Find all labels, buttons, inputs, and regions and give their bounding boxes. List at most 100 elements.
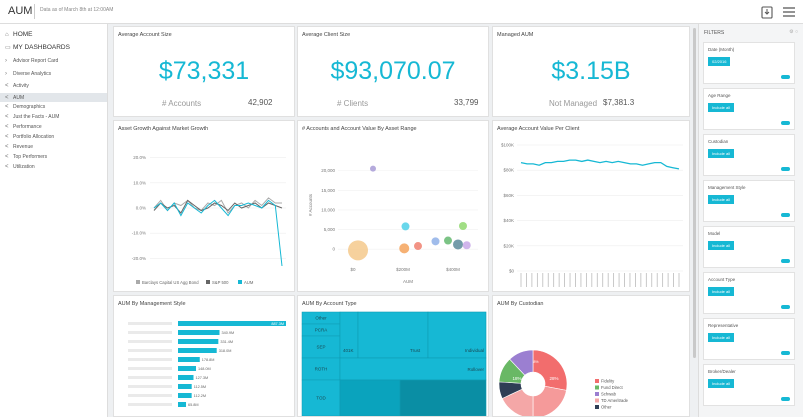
y-tick-label: 0	[332, 247, 335, 252]
kpi-average-account-size: Average Account Size $73,331 # Accounts …	[113, 26, 295, 117]
sidebar-item-aum[interactable]: < AUM	[0, 93, 107, 102]
filter-include-button[interactable]: Include all	[708, 287, 735, 296]
filter-toggle[interactable]	[781, 351, 790, 355]
y-tick-label: $60K	[503, 193, 514, 198]
scatter-point	[431, 237, 440, 246]
share-icon: <	[5, 154, 9, 160]
filter-toggle[interactable]	[781, 75, 790, 79]
bar-value-label: 178.8M	[202, 358, 215, 362]
kpi-sub-label: # Accounts	[162, 99, 202, 108]
panel-asset-range: # Accounts and Account Value By Asset Ra…	[297, 120, 489, 292]
title-divider	[34, 4, 35, 19]
y-tick-label: $40K	[503, 218, 514, 223]
scatter-point	[459, 222, 467, 231]
sidebar-item-performance[interactable]: < Performance	[5, 124, 42, 130]
filter-include-button[interactable]: Include all	[708, 149, 735, 158]
sidebar-my-dashboards[interactable]: ▭ MY DASHBOARDS	[5, 44, 70, 51]
treemap-tile	[427, 311, 487, 359]
filter-label[interactable]: Management Style	[708, 185, 746, 190]
filter-label[interactable]: Age Range	[708, 93, 731, 98]
filter-include-button[interactable]: 02/2016	[708, 57, 731, 66]
filter-options-icon[interactable]: ⚙ ○	[789, 29, 798, 35]
panel-title: Average Client Size	[302, 32, 351, 38]
panel-title: Average Account Size	[118, 32, 172, 38]
pie-slice	[532, 349, 568, 391]
filter-toggle[interactable]	[781, 121, 790, 125]
sidebar-item-portfolio-allocation[interactable]: < Portfolio Allocation	[5, 134, 54, 140]
y-tick-label: 10,000	[321, 207, 335, 212]
filter-toggle[interactable]	[781, 213, 790, 217]
pie-slice-label: 28%	[549, 376, 558, 381]
filter-include-button[interactable]: Include all	[708, 379, 735, 388]
filter-card: Account Type Include all	[703, 272, 795, 314]
filter-label[interactable]: Date (Month)	[708, 47, 735, 52]
filter-label[interactable]: Broker/Dealer	[708, 369, 736, 374]
panel-asset-growth: Asset Growth Against Market Growth 20.0%…	[113, 120, 295, 292]
category-label-placeholder	[128, 349, 172, 352]
filters-title: FILTERS	[704, 30, 725, 36]
sidebar-item-top-performers[interactable]: < Top Performers	[5, 154, 47, 160]
share-icon: <	[5, 164, 9, 170]
filter-toggle[interactable]	[781, 259, 790, 263]
sidebar-item-revenue[interactable]: < Revenue	[5, 144, 33, 150]
y-tick-label: $80K	[503, 168, 514, 173]
filter-include-button[interactable]: Include all	[708, 241, 735, 250]
filter-label[interactable]: Representative	[708, 323, 739, 328]
sidebar-item-utilization[interactable]: < Utilization	[5, 164, 35, 170]
sidebar-item-demographics[interactable]: < Demographics	[5, 104, 45, 110]
sidebar-home-label: HOME	[13, 31, 33, 38]
legend-label: Fund Direct	[601, 385, 623, 390]
bar-value-label: 112.5M	[194, 385, 206, 389]
hamburger-icon[interactable]	[780, 3, 798, 21]
filter-label[interactable]: Account Type	[708, 277, 736, 282]
scatter-point	[444, 236, 452, 245]
kpi-value: $73,331	[158, 57, 250, 85]
export-icon[interactable]	[758, 3, 776, 21]
filter-card: Model Include all	[703, 226, 795, 268]
panel-custodian: AUM By Custodian 28% 18% 8% Fidelity Fund Di…	[492, 295, 690, 417]
filter-include-button[interactable]: Include all	[708, 103, 735, 112]
dashboard-icon: ▭	[5, 45, 11, 51]
sidebar-item-label: Revenue	[13, 144, 34, 150]
sidebar-home[interactable]: ⌂ HOME	[5, 31, 33, 38]
sidebar-item-label: Portfolio Allocation	[13, 134, 55, 140]
category-label-placeholder	[128, 358, 172, 361]
asset-range-chart: 20,000 15,000 10,000 5,000 0 $0 $200M $400M # Ac…	[308, 165, 478, 284]
sidebar-dashboards-label: MY DASHBOARDS	[13, 44, 70, 51]
bar-value-label: 340.9M	[221, 331, 234, 335]
category-label-placeholder	[128, 385, 172, 388]
treemap-tile	[357, 311, 429, 359]
bar	[178, 402, 187, 407]
treemap-tile	[339, 379, 401, 416]
share-icon: <	[5, 144, 9, 150]
bar	[178, 384, 192, 389]
bar	[178, 393, 192, 398]
sidebar-item-just-the-facts[interactable]: < Just the Facts - AUM	[5, 114, 59, 120]
filter-toggle[interactable]	[781, 305, 790, 309]
filter-label[interactable]: Custodian	[708, 139, 729, 144]
x-tick-label: $0	[350, 267, 356, 272]
kpi-value: $93,070.07	[330, 57, 456, 85]
filter-label[interactable]: Model	[708, 231, 721, 236]
treemap-tile	[399, 379, 487, 416]
home-icon: ⌂	[5, 31, 9, 38]
panel-avg-value: Average Account Value Per Client $100K $8…	[492, 120, 690, 292]
dashboard-scrollbar[interactable]	[693, 28, 696, 358]
x-tick-label: $200M	[396, 267, 410, 272]
filter-include-button[interactable]: Include all	[708, 333, 735, 342]
treemap-tile	[339, 357, 487, 381]
legend-swatch	[595, 385, 599, 390]
sidebar-item-advisor-report-card[interactable]: › Advisor Report Card	[5, 58, 58, 64]
top-bar: AUM Data as of March 8th at 12:00AM	[0, 0, 803, 24]
bar	[178, 357, 200, 362]
filters-panel: FILTERS ⚙ ○ Date (Month) 02/2016 Age Range…	[698, 24, 803, 417]
filter-toggle[interactable]	[781, 167, 790, 171]
sidebar-item-diverse-analytics[interactable]: › Diverse Analytics	[5, 71, 51, 77]
filter-toggle[interactable]	[781, 397, 790, 401]
chevron-right-icon: ›	[5, 58, 7, 64]
filter-include-button[interactable]: Include all	[708, 195, 735, 204]
bar	[178, 321, 286, 326]
category-label-placeholder	[128, 322, 172, 325]
treemap-tile-label: 401K	[343, 348, 354, 353]
sidebar-item-activity[interactable]: < Activity	[5, 83, 29, 89]
